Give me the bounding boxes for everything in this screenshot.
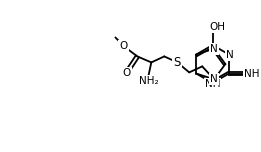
Text: O: O <box>122 68 130 78</box>
Text: N: N <box>210 74 218 84</box>
Text: NH: NH <box>244 69 260 78</box>
Text: S: S <box>174 56 181 69</box>
Text: NH₂: NH₂ <box>139 76 158 86</box>
Text: O: O <box>119 41 127 51</box>
Text: N: N <box>210 44 218 54</box>
Text: NH: NH <box>205 79 220 89</box>
Text: OH: OH <box>210 22 226 32</box>
Text: N: N <box>226 50 234 60</box>
